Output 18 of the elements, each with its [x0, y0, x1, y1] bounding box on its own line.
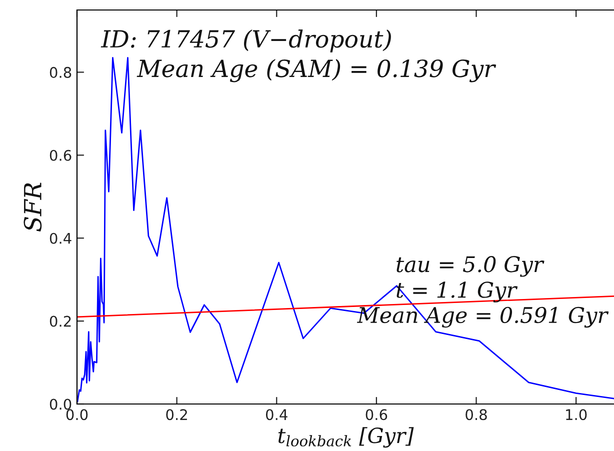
- y-tick-label: 0.8: [50, 66, 72, 78]
- annotation: Mean Age = 0.591 Gyr: [356, 306, 609, 328]
- x-tick-label: 0.0: [66, 409, 88, 420]
- x-axis-title: t$_{lookback}$ [Gyr]: [278, 427, 414, 448]
- y-axis-title: SFR: [24, 182, 42, 232]
- y-tick-label: 0.0: [50, 398, 72, 410]
- x-tick-label: 0.6: [366, 409, 388, 420]
- annotation: ID: 717457 (V−dropout): [100, 29, 391, 52]
- y-tick-label: 0.2: [50, 316, 71, 327]
- y-tick-label: 0.6: [50, 150, 72, 161]
- x-tick-label: 1.0: [566, 409, 587, 420]
- x-tick-label: 0.2: [166, 409, 187, 420]
- x-tick-label: 0.4: [266, 409, 288, 420]
- line-series: [77, 57, 614, 402]
- y-tick-label: 0.4: [50, 232, 72, 244]
- annotation: Mean Age (SAM) = 0.139 Gyr: [136, 59, 496, 82]
- x-tick-label: 0.8: [466, 409, 487, 420]
- annotation: tau = 5.0 Gyr: [396, 256, 544, 277]
